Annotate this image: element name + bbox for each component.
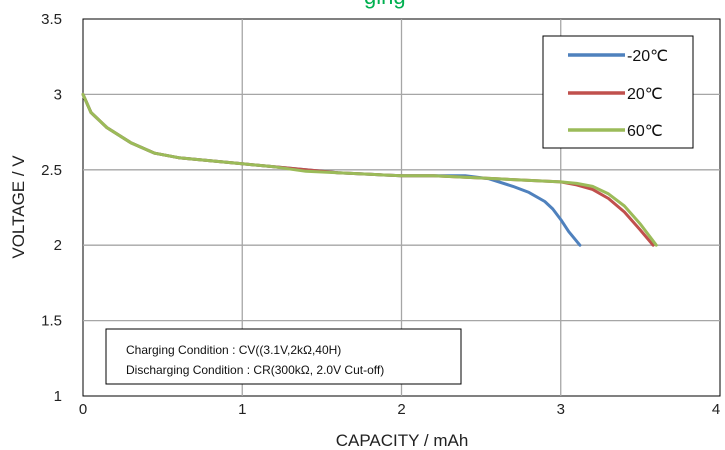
chart-title-fragment: ging: [364, 0, 406, 9]
y-axis-title: VOLTAGE / V: [9, 155, 28, 259]
x-tick-label-2: 2: [397, 401, 405, 418]
x-tick-label-4: 4: [712, 401, 720, 418]
legend-label-minus20: -20℃: [627, 48, 668, 65]
y-tick-label-0: 1: [54, 388, 62, 405]
conditions-box: [105, 328, 462, 385]
legend-label-20: 20℃: [627, 86, 663, 103]
x-axis-title: CAPACITY / mAh: [336, 431, 469, 450]
series-lines: [81, 92, 658, 247]
series-line-2: [81, 92, 658, 247]
y-tick-label-5: 3.5: [41, 11, 62, 28]
y-tick-label-2: 2: [54, 237, 62, 254]
legend: -20℃ 20℃ 60℃: [542, 35, 694, 149]
legend-label-60: 60℃: [627, 123, 663, 140]
charging-condition: Charging Condition : CV((3.1V,2kΩ,40H): [126, 343, 341, 357]
x-tick-label-1: 1: [238, 401, 246, 418]
y-tick-label-4: 3: [54, 86, 62, 103]
x-tick-labels: 0 1 2 3 4: [79, 401, 720, 418]
y-tick-labels: 1 1.5 2 2.5 3 3.5: [41, 11, 62, 405]
y-tick-label-3: 2.5: [41, 162, 62, 179]
x-tick-label-3: 3: [557, 401, 565, 418]
discharging-condition: Discharging Condition : CR(300kΩ, 2.0V C…: [126, 363, 384, 377]
y-tick-label-1: 1.5: [41, 313, 62, 330]
conditions-note: Charging Condition : CV((3.1V,2kΩ,40H) D…: [105, 328, 462, 385]
x-tick-label-0: 0: [79, 401, 87, 418]
